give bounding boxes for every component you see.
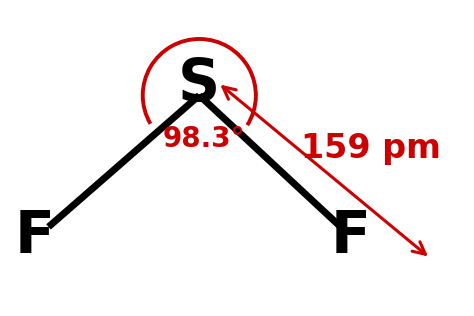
Text: F: F — [14, 208, 55, 265]
Text: F: F — [330, 208, 370, 265]
Text: S: S — [178, 56, 220, 113]
Text: 98.3°: 98.3° — [163, 125, 245, 153]
Text: 159 pm: 159 pm — [301, 132, 441, 165]
